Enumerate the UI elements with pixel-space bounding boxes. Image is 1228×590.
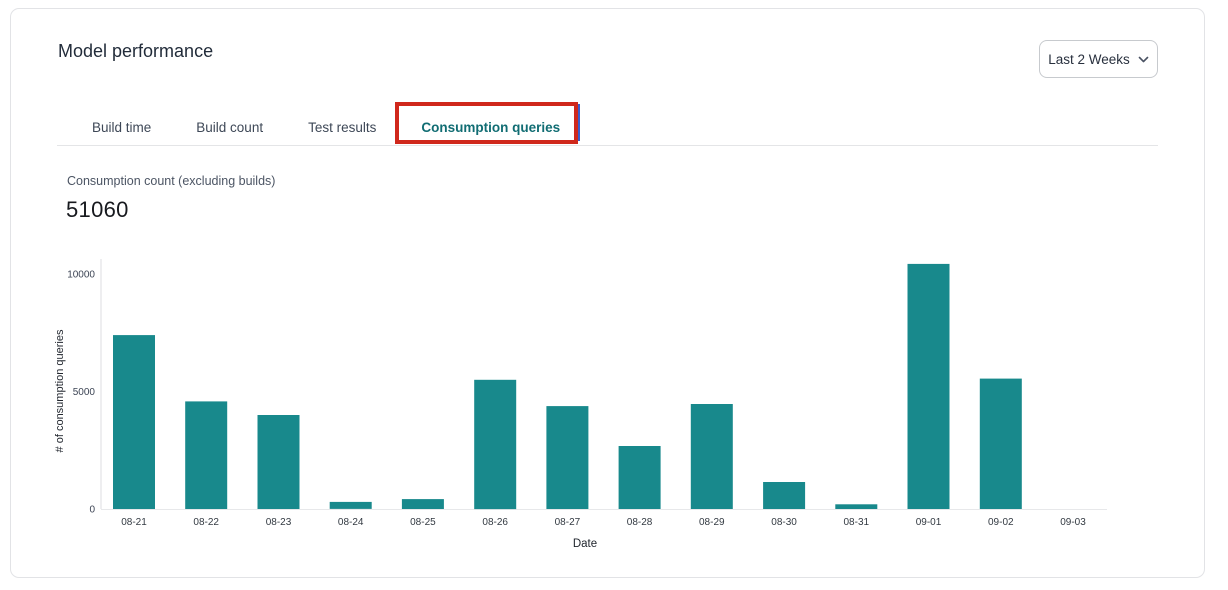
x-tick-label-08-23: 08-23 xyxy=(266,517,292,528)
bar-08-24[interactable] xyxy=(329,501,372,509)
metric-value: 51060 xyxy=(66,197,129,222)
bar-08-31[interactable] xyxy=(835,504,878,509)
model-performance-card: Model performance Last 2 Weeks Build tim… xyxy=(10,8,1205,578)
x-tick-label-08-24: 08-24 xyxy=(338,517,364,528)
bar-08-29[interactable] xyxy=(690,404,733,509)
x-tick-label-08-29: 08-29 xyxy=(699,517,725,528)
y-tick-label: 0 xyxy=(89,505,95,516)
y-axis-title: # of consumption queries xyxy=(54,329,66,452)
consumption-chart-svg: 0 5000 10000 08-21 08-22 08-23 08-24 08-25 08-26… xyxy=(54,259,1107,550)
tab-test-results[interactable]: Test results xyxy=(308,119,377,135)
metric-label: Consumption count (excluding builds) xyxy=(67,174,276,188)
date-range-dropdown-label: Last 2 Weeks xyxy=(1048,51,1130,67)
bar-08-26[interactable] xyxy=(474,379,517,510)
bar-08-25[interactable] xyxy=(401,499,444,509)
x-tick-label-08-22: 08-22 xyxy=(193,517,219,528)
bar-08-28[interactable] xyxy=(618,446,661,509)
x-axis-title: Date xyxy=(573,538,597,550)
tab-consumption-queries[interactable]: Consumption queries xyxy=(421,119,561,135)
tab-build-time[interactable]: Build time xyxy=(92,119,152,135)
x-tick-label-08-27: 08-27 xyxy=(555,517,581,528)
bar-09-01[interactable] xyxy=(907,263,950,509)
bar-09-02[interactable] xyxy=(979,378,1022,509)
tabs: Build time Build count Test results Consump… xyxy=(92,113,560,141)
x-tick-label-08-30: 08-30 xyxy=(771,517,797,528)
chevron-down-icon xyxy=(1138,56,1149,62)
tab-build-count[interactable]: Build count xyxy=(196,119,264,135)
consumption-queries-chart: 0 5000 10000 08-21 08-22 08-23 08-24 08-25 08-26… xyxy=(51,249,1131,559)
tabs-divider xyxy=(57,145,1158,146)
x-tick-label-08-21: 08-21 xyxy=(121,517,147,528)
x-tick-label-08-25: 08-25 xyxy=(410,517,436,528)
page-title: Model performance xyxy=(58,41,214,61)
bar-08-22[interactable] xyxy=(185,401,228,509)
bar-08-30[interactable] xyxy=(763,482,806,509)
x-tick-label-09-02: 09-02 xyxy=(988,517,1014,528)
x-tick-label-08-28: 08-28 xyxy=(627,517,653,528)
x-tick-label-08-31: 08-31 xyxy=(844,517,870,528)
x-tick-label-09-03: 09-03 xyxy=(1060,517,1086,528)
x-tick-label-08-26: 08-26 xyxy=(482,517,508,528)
y-tick-label: 10000 xyxy=(67,270,95,281)
bar-08-27[interactable] xyxy=(546,406,589,509)
x-tick-label-09-01: 09-01 xyxy=(916,517,942,528)
bar-08-21[interactable] xyxy=(113,335,155,509)
y-tick-label: 5000 xyxy=(73,387,96,398)
date-range-dropdown[interactable]: Last 2 Weeks xyxy=(1039,40,1158,78)
bar-08-23[interactable] xyxy=(257,415,300,509)
